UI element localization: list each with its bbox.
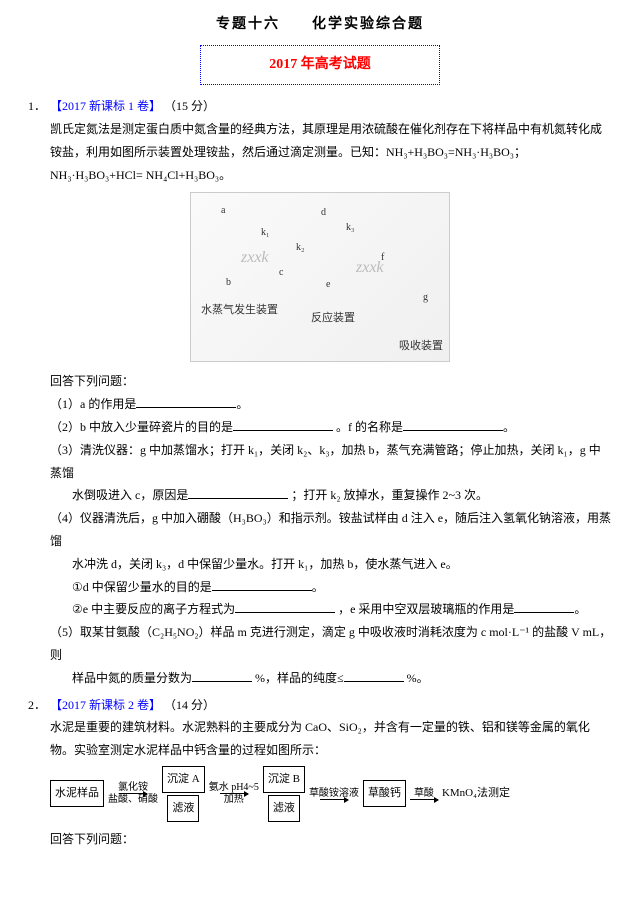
blank [212,579,312,591]
q1-part5-line1: （5）取某甘氨酸（C₂H₅NO₂）样品 m 克进行测定，滴定 g 中吸收液时消耗… [28,621,612,667]
q1-part3-line2: 水倒吸进入 c，原因是 ；打开 k₂ 放掉水，重复操作 2~3 次。 [28,484,612,507]
q2-number: 2． [28,694,50,717]
fig-label-k2: k₂ [296,238,305,257]
q2-source: 【2017 新课标 2 卷】 [50,698,161,712]
q1-intro: 凯氏定氮法是测定蛋白质中氮含量的经典方法，其原理是用浓硫酸在催化剂存在下将样品中… [28,118,612,186]
q1-part1: （1）a 的作用是。 [28,393,612,416]
year-banner: 2017 年高考试题 [200,45,440,86]
q2-points: （14 分） [164,698,215,712]
q1-part4-sub1: ①d 中保留少量水的目的是。 [28,576,612,599]
blank [136,396,236,408]
q1-part4-line2: 水冲洗 d，关闭 k₃，d 中保留少量水。打开 k₁，加热 b，使水蒸气进入 e… [28,553,612,576]
q1-p5b3: %。 [407,671,429,685]
fig-label-c: c [279,263,283,282]
flow-arrow-3: 草酸铵溶液 [309,788,359,800]
blank [403,419,503,431]
q1-part4-sub2: ②e 中主要反应的离子方程式为 ，e 采用中空双层玻璃瓶的作用是。 [28,598,612,621]
apparatus-figure: a b c d e f g k₁ k₂ k₃ 水蒸气发生装置 反应装置 吸收装置… [190,192,450,362]
flow-arrow-2: 氨水 pH4~5 加热 [209,782,259,805]
fig-react-label: 反应装置 [311,308,355,329]
blank [344,670,404,682]
q2-intro: 水泥是重要的建筑材料。水泥熟料的主要成分为 CaO、SiO₂，并含有一定量的铁、… [28,716,612,762]
arrow3-label: 草酸铵溶液 [309,788,359,799]
q1-answer-heading: 回答下列问题： [28,370,612,393]
blank [235,601,335,613]
q1-points: （15 分） [164,99,215,113]
fig-label-d: d [321,203,326,222]
fig-label-k3: k₃ [346,218,355,237]
q1-p1-text: （1）a 的作用是 [50,397,136,411]
flow-arrow-4: 草酸 [410,788,438,800]
arrow2-bot: 加热 [224,794,244,805]
q1-p4e: ，e 采用中空双层玻璃瓶的作用是 [338,602,514,616]
blank [233,419,333,431]
flow-node-precipA: 沉淀 A [162,766,205,793]
blank [514,601,574,613]
fig-label-b: b [226,273,231,292]
blank [188,487,288,499]
arrow1-bot: 盐酸、硝酸 [108,794,158,805]
fig-label-e: e [326,275,330,294]
flow-node-sample: 水泥样品 [50,780,104,807]
fig-watermark: zxxk [241,243,269,273]
q1-part2: （2）b 中放入少量碎瓷片的目的是 。f 的名称是。 [28,416,612,439]
q1-p4c: ①d 中保留少量水的目的是 [72,580,212,594]
fig-steam-label: 水蒸气发生装置 [201,300,278,321]
q1-p4d: ②e 中主要反应的离子方程式为 [72,602,235,616]
q1-p2a: （2）b 中放入少量碎瓷片的目的是 [50,420,233,434]
flow-node-caox: 草酸钙 [363,780,406,807]
arrow2-top: 氨水 pH4~5 [209,782,259,793]
q1-p3c: ；打开 k₂ 放掉水，重复操作 2~3 次。 [291,488,488,502]
flow-node-kmno4: KMnO₄法测定 [442,783,510,804]
fig-absorb-label: 吸收装置 [399,336,443,357]
fig-label-g: g [423,288,428,307]
q1-part5-line2: 样品中氮的质量分数为 %，样品的纯度≤ %。 [28,667,612,690]
flowchart: 水泥样品 氯化铵 盐酸、硝酸 沉淀 A 滤液 氨水 pH4~5 加热 沉淀 B … [50,766,612,822]
flow-node-filtrate1: 滤液 [167,795,199,822]
flow-node-precipB: 沉淀 B [263,766,305,793]
q1-part4-line1: （4）仪器清洗后，g 中加入硼酸（H₃BO₃）和指示剂。铵盐试样由 d 注入 e… [28,507,612,553]
q2-answer-heading: 回答下列问题： [28,828,612,851]
topic-title: 专题十六 化学实验综合题 [28,12,612,39]
q1-p5b1: 样品中氮的质量分数为 [72,671,192,685]
fig-watermark-2: zxxk [356,253,384,283]
q1-p2b: 。f 的名称是 [336,420,403,434]
arrow4-label: 草酸 [414,788,434,799]
flow-node-filtrate2: 滤液 [268,795,300,822]
q1-part3-line1: （3）清洗仪器：g 中加蒸馏水；打开 k₁，关闭 k₂、k₃，加热 b，蒸气充满… [28,439,612,485]
question-1: 1． 【2017 新课标 1 卷】 （15 分） [28,95,612,118]
fig-label-a: a [221,201,225,220]
flow-arrow-1: 氯化铵 盐酸、硝酸 [108,782,158,805]
q1-number: 1． [28,95,50,118]
blank [192,670,252,682]
q1-p5b2: %，样品的纯度≤ [255,671,344,685]
fig-label-k1: k₁ [261,223,270,242]
q1-p3b: 水倒吸进入 c，原因是 [72,488,188,502]
q1-source: 【2017 新课标 1 卷】 [50,99,161,113]
question-2: 2． 【2017 新课标 2 卷】 （14 分） [28,694,612,717]
